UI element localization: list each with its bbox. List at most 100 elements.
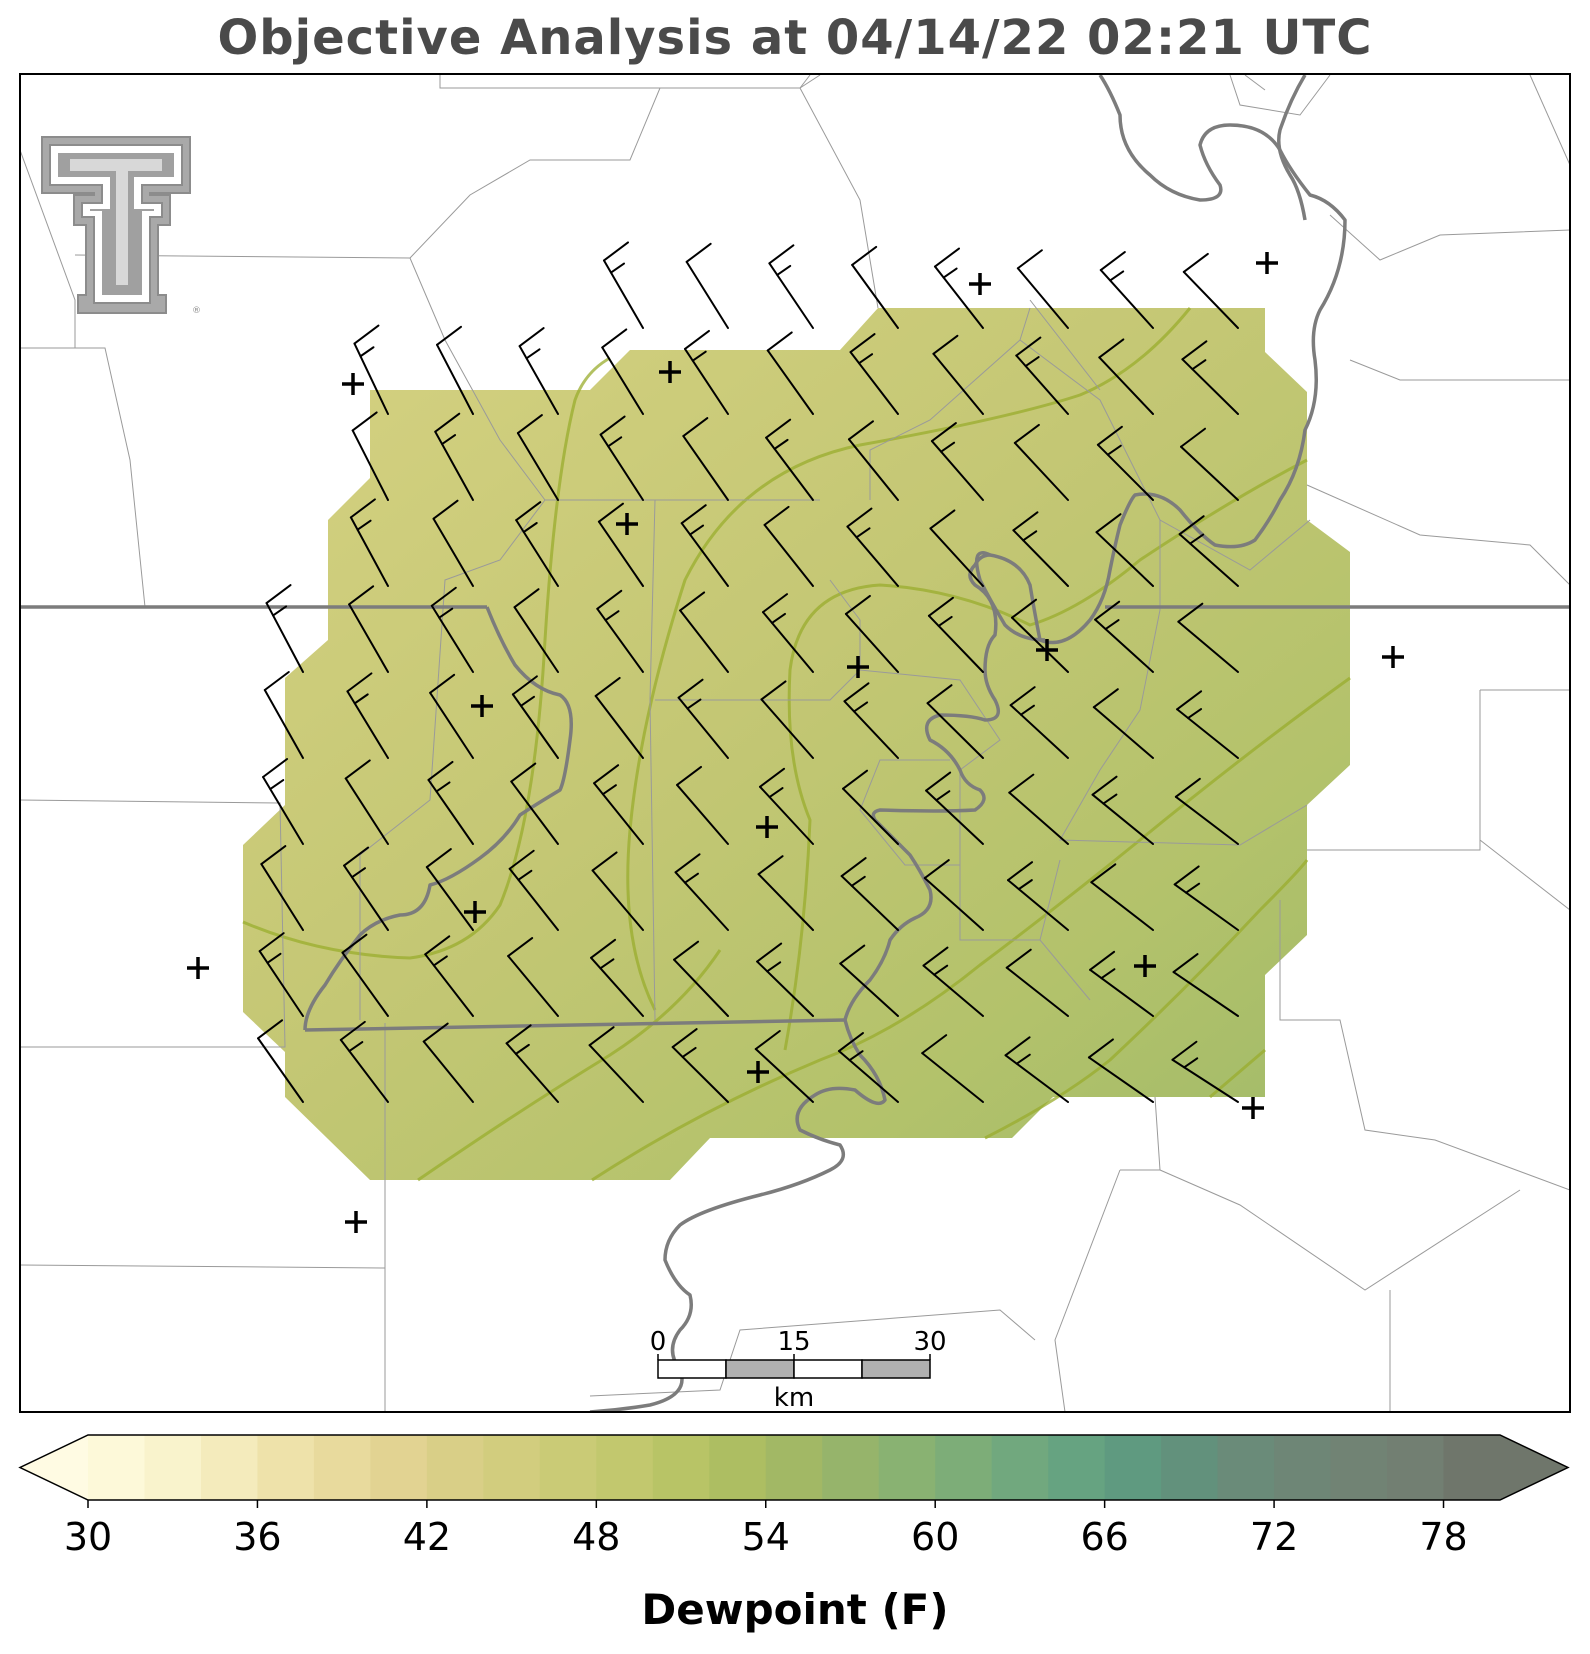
contour-54: [984, 859, 1309, 1140]
colorbar: 30 36 42 48 54 60 66 72 78: [18, 1434, 1570, 1559]
wind-barb: [353, 324, 389, 415]
wind-barb: [925, 771, 984, 845]
wind-barb: [505, 1024, 559, 1103]
wind-barb: [930, 422, 984, 501]
colorbar-tick-label: 48: [572, 1515, 620, 1559]
colorbar-segment: [1274, 1435, 1332, 1500]
wind-barb: [258, 932, 304, 1017]
colorbar-tick-label: 72: [1250, 1515, 1298, 1559]
river-south: [589, 1019, 887, 1412]
colorbar-segment: [483, 1435, 541, 1500]
wind-barb: [507, 937, 559, 1017]
wind-barb: [760, 680, 814, 759]
wind-barb: [430, 586, 474, 673]
wind-barb: [842, 769, 899, 845]
colorbar-segment: [935, 1435, 993, 1500]
wind-barb: [590, 938, 644, 1017]
county-lines: [20, 74, 1570, 1412]
map-area: [20, 74, 1570, 1412]
wind-barb: [922, 946, 984, 1017]
wind-barb: [921, 1034, 984, 1103]
wind-barb: [683, 329, 729, 415]
wind-barb: [1177, 602, 1239, 673]
wind-barb: [599, 415, 644, 501]
scale-bar: 0 15 30 km: [650, 1327, 947, 1413]
colorbar-segment: [1048, 1435, 1106, 1500]
colorbar-segment: [1330, 1435, 1388, 1500]
wind-barb: [515, 501, 559, 587]
wind-barb: [1005, 948, 1069, 1017]
wind-barb: [1089, 950, 1154, 1017]
wind-barb: [351, 411, 389, 501]
wind-barb: [603, 241, 644, 329]
colorbar-tick-label: 30: [64, 1515, 112, 1559]
svg-text:®: ®: [192, 306, 201, 316]
wind-barb: [847, 420, 899, 501]
scale-tick-30: 30: [913, 1327, 946, 1357]
wind-barb: [1009, 686, 1069, 759]
colorbar-segment: [257, 1435, 315, 1500]
map-frame: [19, 73, 1571, 1413]
wind-barb: [757, 855, 814, 931]
wind-barb: [679, 591, 729, 673]
wind-barb: [597, 502, 644, 587]
wind-barb: [518, 327, 559, 415]
scale-tick-15: 15: [777, 1327, 810, 1357]
colorbar-segment: [822, 1435, 880, 1500]
wind-barb: [766, 331, 814, 415]
dewpoint-analysis-fill: [243, 308, 1350, 1180]
colorbar-tick-label: 36: [233, 1515, 281, 1559]
wind-barb: [754, 1030, 814, 1103]
colorbar-segment: [709, 1435, 767, 1500]
wind-barb: [1016, 249, 1069, 329]
station-plus-icon: [345, 1211, 367, 1233]
wind-barb: [432, 499, 474, 587]
wind-barb: [1095, 513, 1154, 587]
wind-barb: [1087, 1038, 1154, 1103]
wind-barb: [1092, 688, 1154, 759]
wind-barb: [851, 245, 899, 329]
colorbar-extend-min: [20, 1435, 88, 1500]
wind-barb: [344, 759, 389, 845]
wind-barb: [1012, 511, 1069, 587]
wind-barb: [673, 940, 729, 1017]
wind-barb: [680, 504, 729, 587]
wind-barb: [927, 596, 984, 673]
wind-barb: [1171, 1040, 1239, 1103]
colorbar-segment: [652, 1435, 710, 1500]
wind-barb: [1176, 690, 1239, 759]
map-title: Objective Analysis at 04/14/22 02:21 UTC: [217, 10, 1373, 66]
colorbar-segment: [88, 1435, 145, 1500]
wind-barb: [348, 585, 389, 673]
state-boundaries: [20, 74, 1570, 1412]
river-central: [843, 553, 1001, 1021]
colorbar-extend-max: [1500, 1435, 1568, 1500]
station-plus-icon: [756, 816, 778, 838]
dewpoint-contours: [242, 307, 1351, 1182]
wind-barb: [425, 848, 474, 931]
station-plus-icon: [464, 901, 486, 923]
state-line-south: [304, 1018, 846, 1032]
wind-barb: [1181, 340, 1239, 415]
wind-barb: [508, 849, 559, 931]
colorbar-outline: [18, 1434, 1570, 1501]
wind-barb: [849, 333, 899, 415]
wind-barb: [1178, 515, 1239, 587]
river-west: [303, 606, 573, 1031]
wind-barb: [260, 845, 304, 931]
contour-48b: [417, 949, 722, 1182]
colorbar-tick-label: 42: [403, 1515, 451, 1559]
wind-barb: [1172, 953, 1239, 1017]
wind-barb: [926, 684, 984, 759]
colorbar-segment: [1104, 1435, 1162, 1500]
wind-barb: [1174, 777, 1239, 845]
wind-barb: [933, 247, 984, 329]
wind-barb: [1090, 863, 1154, 931]
wind-barb: [1008, 773, 1069, 845]
station-plus-icon: [471, 695, 493, 717]
double-t-logo-icon: ®: [41, 136, 201, 316]
station-plus-icon: [1036, 639, 1058, 661]
wind-barb: [768, 244, 814, 329]
wind-barb: [1180, 427, 1239, 501]
wind-barb: [343, 846, 389, 931]
